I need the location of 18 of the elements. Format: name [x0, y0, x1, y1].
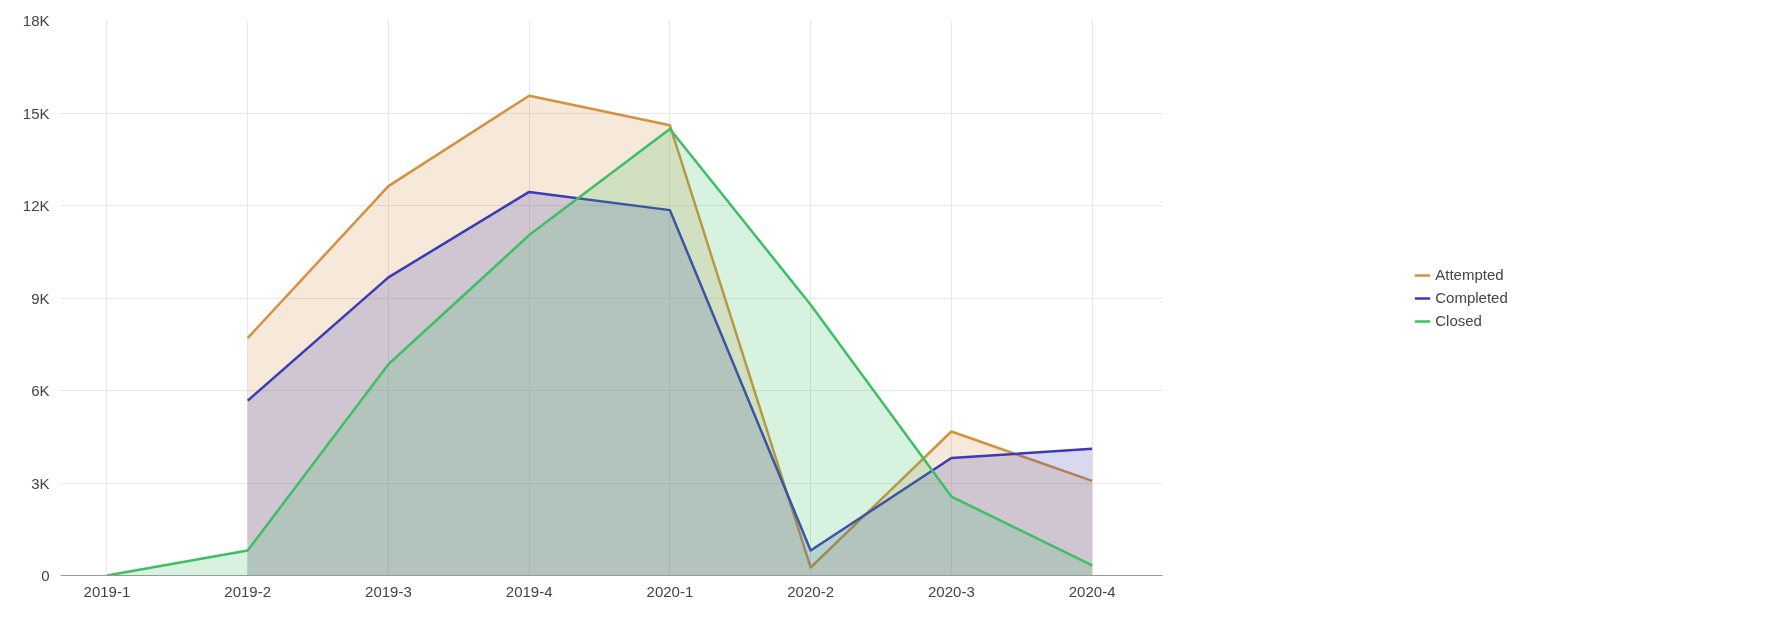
x-tick-label: 2019-4 — [505, 582, 553, 600]
legend-label: Completed — [1435, 289, 1508, 306]
y-tick-label: 6K — [31, 382, 50, 399]
x-tick-label: 2019-3 — [365, 582, 412, 600]
y-tick-label: 0 — [41, 567, 50, 584]
x-tick-label: 2020-1 — [646, 582, 694, 600]
y-tick-label: 9K — [31, 289, 50, 307]
x-tick-label: 2020-2 — [787, 582, 835, 600]
legend-label: Closed — [1435, 312, 1482, 329]
x-tick-label: 2020-4 — [1068, 582, 1116, 600]
y-tick-label: 15K — [22, 104, 50, 122]
y-tick-label: 3K — [31, 474, 50, 492]
legend-label: Attempted — [1435, 266, 1504, 283]
y-tick-label: 12K — [22, 197, 50, 214]
x-tick-label: 2019-2 — [224, 582, 272, 600]
y-tick-label: 18K — [22, 12, 50, 29]
x-tick-label: 2020-3 — [928, 582, 975, 600]
x-tick-label: 2019-1 — [83, 582, 131, 600]
